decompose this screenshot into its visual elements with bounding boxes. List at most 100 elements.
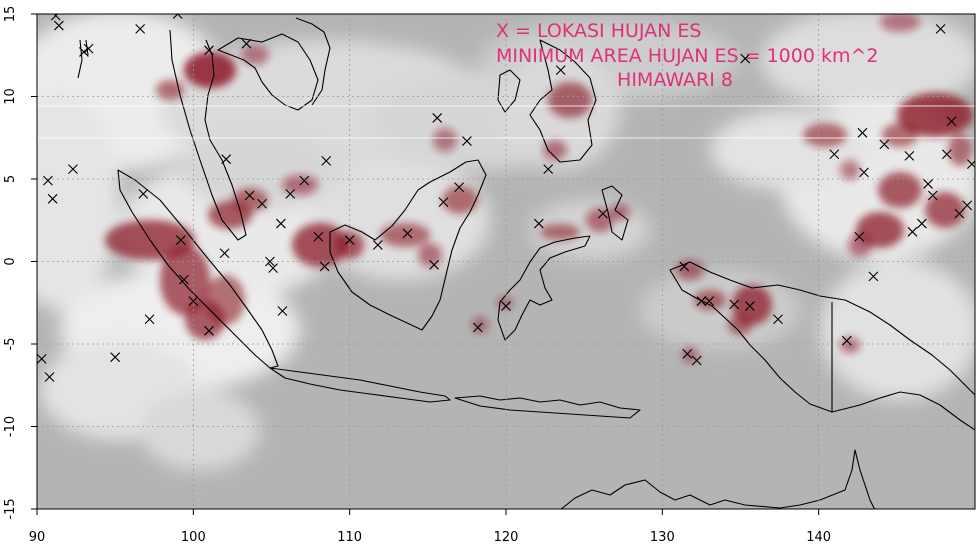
australia-coast — [560, 449, 876, 509]
hail-location-marker — [319, 261, 330, 272]
hail-location-marker — [744, 301, 755, 311]
hail-location-marker — [729, 299, 740, 310]
hail-location-marker — [543, 164, 554, 174]
hail-location-marker — [501, 301, 511, 311]
hail-location-marker — [429, 259, 439, 270]
hail-location-marker — [704, 296, 715, 306]
hail-location-marker — [285, 188, 296, 199]
annotation-hail-legend: X = LOKASI HUJAN ES — [496, 20, 701, 42]
x-tick-label: 130 — [650, 530, 675, 545]
hail-location-marker — [916, 218, 927, 229]
convective-cloud-layer — [105, 14, 973, 363]
x-tick-label: 90 — [29, 530, 46, 545]
x-tick-label: 110 — [337, 530, 362, 545]
hail-location-marker — [679, 261, 690, 272]
coastline-layer — [77, 17, 975, 509]
hail-marker-layer — [37, 14, 975, 382]
indochina-coast — [217, 33, 319, 111]
hail-location-marker — [555, 65, 566, 75]
hail-location-marker — [857, 127, 868, 138]
hail-location-marker — [204, 45, 214, 56]
hail-location-marker — [172, 14, 183, 19]
hail-location-marker — [854, 231, 865, 242]
y-tick-label: 5 — [3, 175, 18, 183]
malay-peninsula-coast — [169, 29, 247, 241]
hail-location-marker — [954, 208, 965, 219]
hail-location-marker — [110, 352, 121, 363]
hail-location-marker — [37, 353, 47, 364]
hail-location-marker — [275, 218, 286, 229]
hail-location-marker — [257, 198, 268, 209]
hail-location-marker — [462, 136, 472, 146]
hail-location-marker — [682, 349, 693, 359]
y-tick-label: -15 — [3, 498, 18, 519]
hail-location-marker — [941, 149, 952, 160]
hail-location-marker — [321, 155, 332, 166]
hail-location-marker — [241, 38, 252, 49]
annotation-minimum-area: MINIMUM AREA HUJAN ES = 1000 km^2 — [496, 45, 878, 67]
lesser-sunda-coast — [454, 395, 641, 419]
hail-location-marker — [188, 296, 199, 306]
x-tick-label: 140 — [806, 530, 831, 545]
y-tick-label: -5 — [3, 338, 18, 351]
hail-location-marker — [472, 322, 483, 333]
hail-location-marker — [598, 208, 608, 219]
hail-location-marker — [50, 14, 61, 21]
hail-location-marker — [773, 314, 783, 325]
hail-location-marker — [83, 43, 94, 54]
borneo-coast — [329, 159, 487, 331]
hail-location-marker — [740, 53, 751, 64]
hail-location-marker — [454, 182, 464, 193]
hail-location-marker — [868, 271, 879, 282]
hail-location-marker — [432, 113, 443, 123]
hail-location-marker — [344, 235, 355, 245]
hail-location-marker — [175, 235, 186, 245]
x-axis: 90 100 110 120 130 140 — [29, 509, 831, 545]
vietnam-coast — [295, 17, 331, 106]
hail-location-marker — [907, 226, 918, 237]
hail-location-marker — [53, 20, 64, 31]
hail-location-marker — [44, 372, 55, 382]
hail-location-marker — [219, 248, 230, 259]
hail-location-marker — [179, 274, 189, 285]
hail-location-marker — [946, 116, 957, 127]
hail-location-marker — [47, 193, 58, 204]
hail-location-marker — [204, 325, 214, 336]
hail-location-marker — [904, 151, 915, 161]
hail-location-marker — [135, 23, 146, 34]
hail-location-marker — [221, 154, 232, 165]
hail-location-marker — [43, 175, 53, 186]
hail-location-marker — [691, 355, 702, 366]
hail-location-marker — [144, 314, 155, 325]
y-tick-label: 15 — [3, 6, 18, 23]
annotation-satellite-name: HIMAWARI 8 — [617, 69, 733, 91]
hail-location-marker — [277, 306, 288, 316]
hail-location-marker — [829, 149, 840, 160]
java-coast — [269, 367, 451, 403]
x-tick-label: 120 — [494, 530, 519, 545]
x-tick-label: 100 — [181, 530, 206, 545]
hail-location-marker — [927, 190, 938, 201]
y-axis: 15 10 5 0 -5 -10 -15 — [3, 6, 37, 520]
y-tick-label: -10 — [3, 416, 18, 437]
hail-location-marker — [859, 167, 869, 178]
hail-location-marker — [68, 164, 78, 174]
hail-location-marker — [244, 190, 255, 201]
hail-location-marker — [79, 47, 89, 57]
hail-location-marker — [935, 23, 946, 34]
hail-location-marker — [299, 175, 310, 186]
halmahera-coast — [601, 185, 629, 241]
hail-location-marker — [533, 218, 544, 229]
sulawesi-coast — [497, 235, 591, 341]
hail-location-marker — [265, 256, 275, 267]
hail-location-marker — [138, 188, 149, 199]
y-tick-label: 10 — [3, 88, 18, 105]
hail-location-marker — [402, 228, 413, 239]
hail-location-marker — [268, 263, 278, 273]
hail-location-marker — [313, 231, 324, 242]
hail-location-marker — [438, 197, 449, 207]
grid-layer — [37, 14, 975, 509]
sumatra-coast — [117, 169, 279, 369]
hail-location-marker — [962, 200, 973, 211]
